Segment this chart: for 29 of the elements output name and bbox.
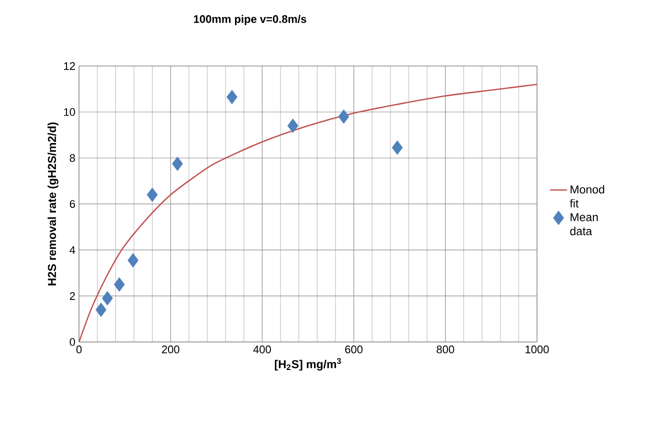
x-tick-label: 200 [162, 346, 180, 354]
y-tick-label: 0 [70, 338, 76, 346]
x-tick-label: 400 [253, 346, 271, 354]
x-tick-label: 1000 [526, 346, 549, 354]
legend-label: Mean data [570, 213, 598, 236]
point [226, 90, 238, 104]
x-tick-label: 0 [76, 346, 82, 354]
y-tick-label: 6 [70, 200, 75, 208]
y-tick-label: 10 [64, 108, 76, 116]
y-axis-title: H2S removal rate (gH2S/m2/d) [48, 122, 58, 286]
point [102, 291, 113, 306]
y-tick-label: 12 [64, 62, 75, 70]
y-tick-label: 2 [70, 292, 75, 300]
point [287, 118, 298, 133]
point [392, 140, 403, 155]
point [338, 109, 350, 124]
point [128, 253, 138, 268]
chart-title: 100mm pipe v=0.8m/s [194, 14, 306, 26]
point [96, 302, 106, 317]
x-tick-label: 800 [436, 346, 454, 354]
legend-label: Monod fit [570, 185, 604, 208]
line-series [78, 84, 538, 343]
y-tick-label: 4 [70, 246, 76, 254]
y-tick-label: 8 [70, 154, 75, 162]
point [114, 277, 125, 292]
point [146, 188, 158, 202]
point [172, 156, 183, 171]
x-tick-label: 600 [345, 346, 363, 354]
x-axis-title: [H$_{2}$S] mg/m$^{3}$ [274, 358, 341, 371]
